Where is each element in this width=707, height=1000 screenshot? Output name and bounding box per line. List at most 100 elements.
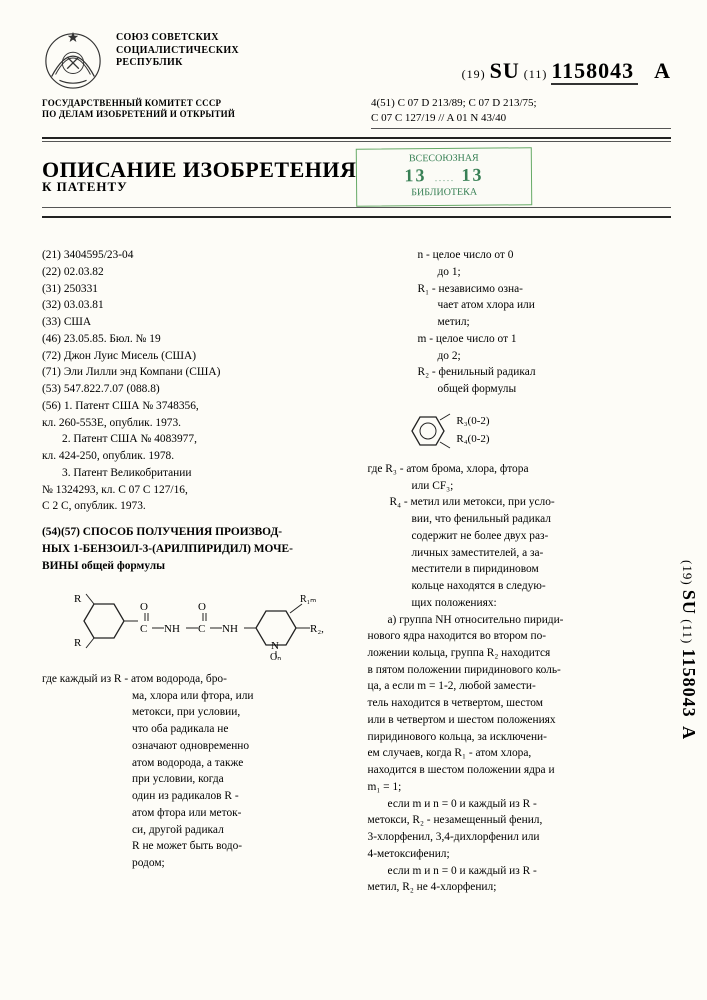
body-text: метил, R₂ не 4-хлорфенил; [368,880,672,896]
body-text: в пятом положении пиридинового коль- [368,663,672,679]
svg-text:R₂,: R₂, [310,623,324,635]
ussr-emblem-icon [42,28,104,90]
inid-11: (11) [680,619,695,644]
body-text: вии, что фенильный радикал [368,512,672,528]
body-text: n - целое число от 0 [368,248,672,264]
issuer: СОЮЗ СОВЕТСКИХ СОЦИАЛИСТИЧЕСКИХ РЕСПУБЛИ… [116,28,450,70]
title-row: ОПИСАНИЕ ИЗОБРЕТЕНИЯ К ПАТЕНТУ ВСЕСОЮЗНА… [42,148,671,206]
publication-number: (19) SU (11) 1158043 A [462,28,671,84]
svg-text:C: C [198,623,205,635]
body-text: метил; [368,315,672,331]
svg-text:O: O [198,601,206,613]
svg-text:NH: NH [164,623,180,635]
body-text: метокси, при условии, [42,705,346,721]
body-text: если m и n = 0 и каждый из R - [368,864,672,880]
body-text: находится в шестом положении ядра и [368,763,672,779]
biblio-field: (21) 3404595/23-04 [42,248,346,264]
committee-line: ПО ДЕЛАМ ИЗОБРЕТЕНИЙ И ОТКРЫТИЙ [42,109,302,120]
side-publication-number: (19) SU (11) 1158043 A [678,560,699,740]
body-text: чает атом хлора или [368,298,672,314]
svg-text:O: O [140,601,148,613]
body-text: R₁ - независимо озна- [368,282,672,298]
svg-text:N: N [271,640,279,652]
header: СОЮЗ СОВЕТСКИХ СОЦИАЛИСТИЧЕСКИХ РЕСПУБЛИ… [42,28,671,90]
body-text: щих положениях: [368,596,672,612]
issuer-line: РЕСПУБЛИК [116,57,450,70]
body-text: что оба радикала не [42,722,346,738]
svg-text:R: R [74,593,82,605]
body-text: один из радикалов R - [42,789,346,805]
biblio-field: (32) 03.03.81 [42,298,346,314]
body-text: при условии, когда [42,772,346,788]
body-columns: (21) 3404595/23-04 (22) 02.03.82 (31) 25… [42,248,671,897]
biblio-field: (22) 02.03.82 [42,265,346,281]
body-text: или в четвертом и шестом положениях [368,713,672,729]
body-text: общей формулы [368,382,672,398]
body-text: 4-метоксифенил; [368,847,672,863]
chemical-formula-phenyl: R₃(0-2) R₄(0-2) [368,406,672,456]
body-text: ложении кольца, группа R₂ находится [368,646,672,662]
claim-title: (54)(57) СПОСОБ ПОЛУЧЕНИЯ ПРОИЗВОД- [42,525,346,541]
claim-title: ВИНЫ общей формулы [42,559,346,575]
body-text: или CF₃; [368,479,672,495]
body-text: R не может быть водо- [42,839,346,855]
body-text: где R₃ - атом брома, хлора, фтора [368,462,672,478]
biblio-field: (33) США [42,315,346,331]
biblio-field: (56) 1. Патент США № 3748356, [42,399,346,415]
svg-text:R₁ₘ: R₁ₘ [300,594,316,605]
body-text: ца, а если m = 1-2, любой замести- [368,679,672,695]
ipc-classification: 4(51) C 07 D 213/89; C 07 D 213/75; C 07… [371,96,671,129]
inid-51: 4(51) [371,97,395,109]
claim-title: НЫХ 1-БЕНЗОИЛ-3-(АРИЛПИРИДИЛ) МОЧЕ- [42,542,346,558]
committee: ГОСУДАРСТВЕННЫЙ КОМИТЕТ СССР ПО ДЕЛАМ ИЗ… [42,98,302,121]
stamp-line: ВСЕСОЮЗНАЯ [369,152,519,165]
inid-19: (19) [680,560,695,586]
doc-number: 1158043 [551,58,638,85]
body-text: си, другой радикал [42,823,346,839]
ipc-line: C 07 C 127/19 // A 01 N 43/40 [371,112,506,124]
svg-text:Oₙ: Oₙ [270,652,281,660]
biblio-field: кл. 424-250, опублик. 1978. [42,449,346,465]
body-text: ма, хлора или фтора, или [42,689,346,705]
biblio-field: кл. 260-553E, опублик. 1973. [42,416,346,432]
chemical-formula-main: R R O C NH O C NH [42,582,346,666]
body-text: m - целое число от 1 [368,332,672,348]
body-text: местители в пиридиновом [368,562,672,578]
body-text: если m и n = 0 и каждый из R - [368,797,672,813]
divider [42,137,671,139]
committee-line: ГОСУДАРСТВЕННЫЙ КОМИТЕТ СССР [42,98,302,109]
svg-text:C: C [140,623,147,635]
body-text: 3-хлорфенил, 3,4-дихлорфенил или [368,830,672,846]
body-text: а) группа NH относительно пириди- [368,613,672,629]
left-column: (21) 3404595/23-04 (22) 02.03.82 (31) 25… [42,248,346,897]
body-text: R₂ - фенильный радикал [368,365,672,381]
body-text: означают одновременно [42,739,346,755]
body-text: метокси, R₂ - незамещенный фенил, [368,813,672,829]
stamp-line: БИБЛИОТЕКА [369,186,519,199]
body-text: ем случаев, когда R₁ - атом хлора, [368,746,672,762]
svg-text:R: R [74,637,82,649]
formula-label: R₃(0-2) [456,415,489,427]
body-text: где каждый из R - атом водорода, бро- [42,672,346,688]
biblio-field: (71) Эли Лилли энд Компани (США) [42,365,346,381]
right-column: n - целое число от 0 до 1; R₁ - независи… [368,248,672,897]
biblio-field: 3. Патент Великобритании [42,466,346,482]
body-text: до 1; [368,265,672,281]
body-text: нового ядра находится во втором по- [368,629,672,645]
divider [42,141,671,142]
library-stamp: ВСЕСОЮЗНАЯ 13 . . . . . 13 БИБЛИОТЕКА [356,147,532,206]
country-code: SU [679,590,699,615]
body-text: родом; [42,856,346,872]
inid-11: (11) [524,67,548,81]
body-text: атом водорода, а также [42,756,346,772]
inid-19: (19) [462,67,486,81]
doc-number: 1158043 [679,649,699,718]
issuer-line: СОЦИАЛИСТИЧЕСКИХ [116,45,450,58]
patent-page: СОЮЗ СОВЕТСКИХ СОЦИАЛИСТИЧЕСКИХ РЕСПУБЛИ… [0,0,707,1000]
kind-code: A [679,726,699,740]
biblio-field: № 1324293, кл. С 07 С 127/16, [42,483,346,499]
biblio-field: (46) 23.05.85. Бюл. № 19 [42,332,346,348]
body-text: тель находится в четвертом, шестом [368,696,672,712]
body-text: пиридинового кольца, за исключени- [368,730,672,746]
biblio-field: (72) Джон Луис Мисель (США) [42,349,346,365]
